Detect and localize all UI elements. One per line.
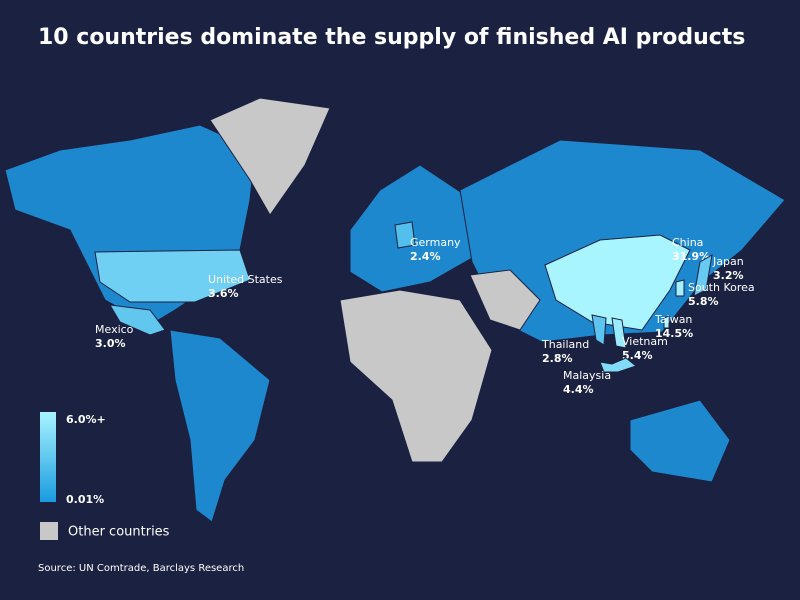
country-name: Mexico bbox=[95, 323, 134, 336]
country-shape bbox=[94, 249, 251, 303]
country-shape bbox=[544, 234, 691, 331]
legend-min: 0.01% bbox=[66, 493, 104, 506]
legend-max: 6.0%+ bbox=[66, 413, 106, 426]
legend-other: Other countries bbox=[68, 525, 170, 540]
country-value: 2.4% bbox=[410, 250, 441, 263]
country-value: 14.5% bbox=[655, 327, 693, 340]
country-value: 3.2% bbox=[713, 269, 744, 282]
country-value: 4.4% bbox=[563, 383, 594, 396]
country-value: 5.4% bbox=[622, 349, 653, 362]
south-america bbox=[169, 329, 271, 523]
country-shape bbox=[693, 254, 713, 297]
legend-gradient bbox=[40, 412, 56, 502]
africa bbox=[339, 289, 493, 463]
country-name: United States bbox=[208, 273, 283, 286]
country-name: Taiwan bbox=[654, 313, 692, 326]
country-name: Vietnam bbox=[622, 335, 668, 348]
country-name: South Korea bbox=[688, 281, 755, 294]
country-shape bbox=[599, 357, 638, 373]
country-name: Japan bbox=[712, 255, 744, 268]
country-name: Thailand bbox=[541, 338, 589, 351]
country-shape bbox=[394, 221, 416, 249]
greenland bbox=[209, 97, 331, 216]
country-value: 5.8% bbox=[688, 295, 719, 308]
country-shape bbox=[109, 304, 166, 336]
country-value: 2.8% bbox=[542, 352, 573, 365]
country-value: 3.6% bbox=[208, 287, 239, 300]
country-shape bbox=[675, 279, 685, 297]
title: 10 countries dominate the supply of fini… bbox=[38, 25, 745, 50]
legend-other-swatch bbox=[40, 522, 58, 540]
country-name: Malaysia bbox=[563, 369, 611, 382]
middle-east bbox=[469, 269, 541, 331]
country-value: 3.0% bbox=[95, 337, 126, 350]
country-shape bbox=[611, 317, 627, 349]
country-name: Germany bbox=[410, 236, 461, 249]
country-shape bbox=[663, 315, 670, 329]
country-shape bbox=[591, 314, 607, 346]
country-value: 31.9% bbox=[672, 250, 710, 263]
australia bbox=[629, 399, 731, 483]
source: Source: UN Comtrade, Barclays Research bbox=[38, 563, 244, 574]
country-name: China bbox=[672, 236, 703, 249]
